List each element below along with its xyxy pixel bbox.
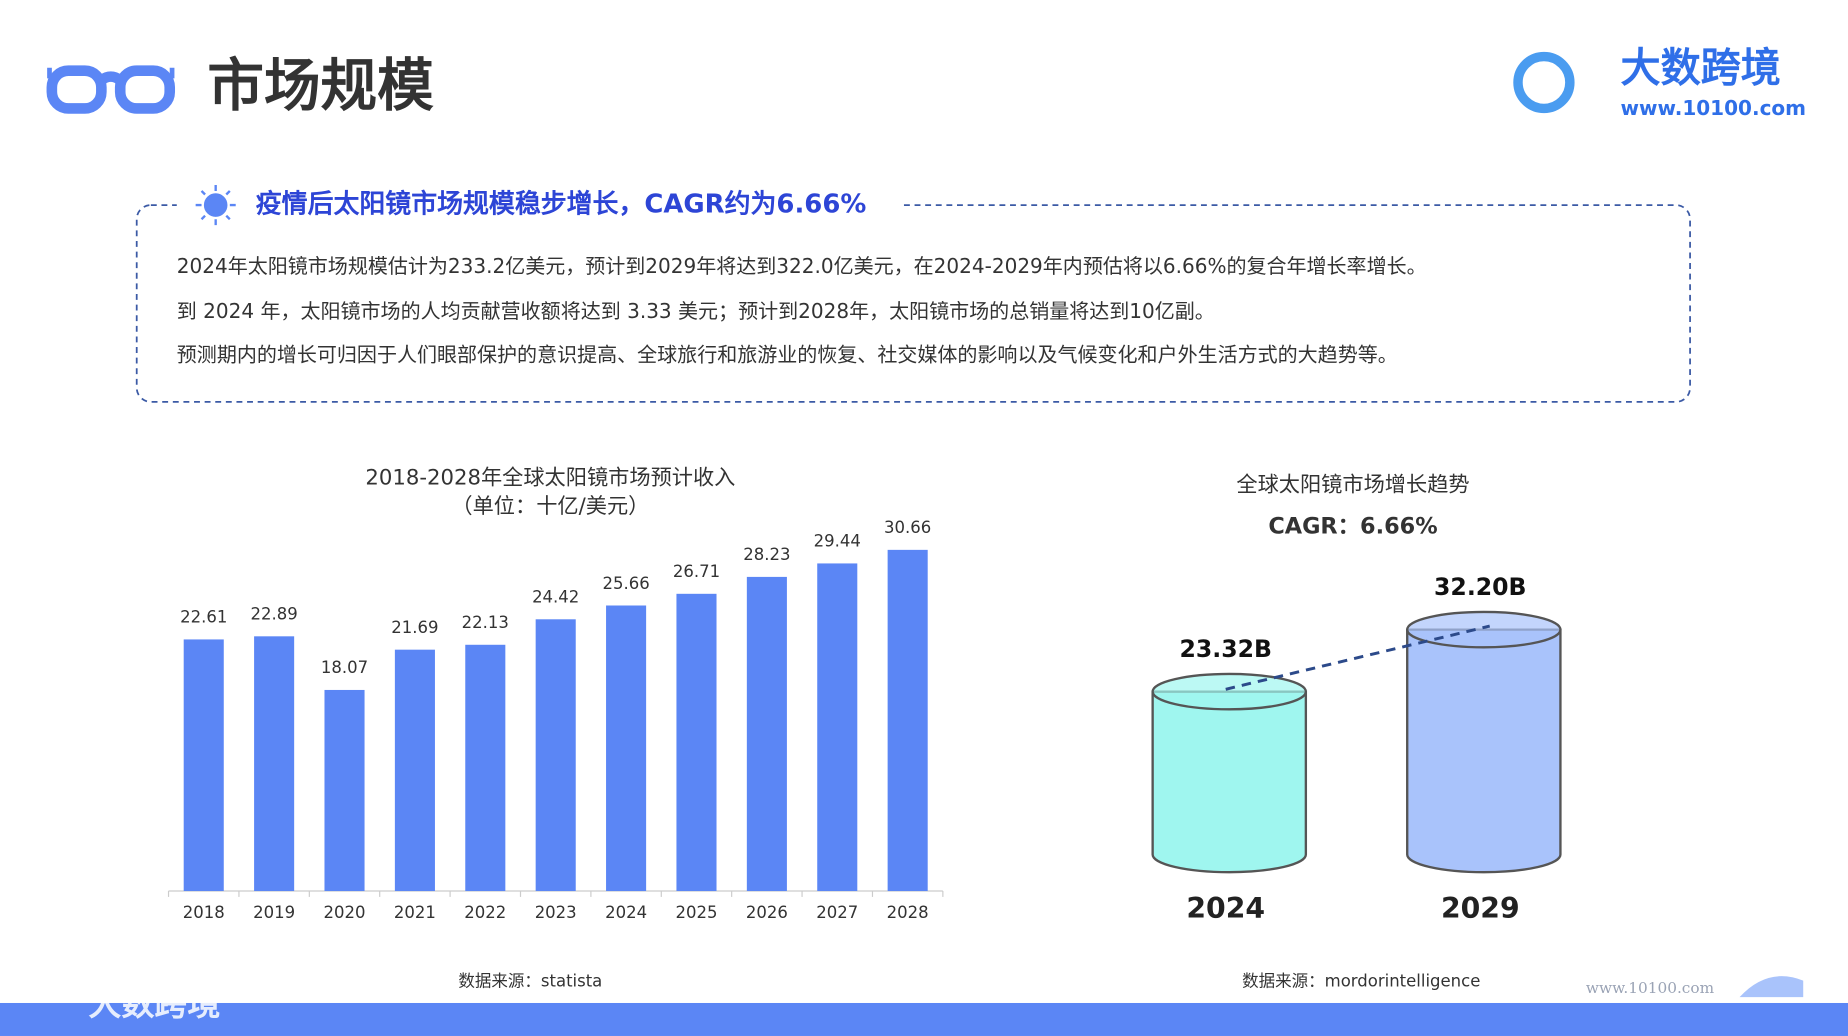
data-label: 25.66 [602, 574, 649, 593]
sun-icon [195, 185, 236, 226]
x-tick-label: 2023 [535, 903, 577, 922]
x-tick-label: 2027 [816, 903, 858, 922]
x-tick-label: 2018 [183, 903, 225, 922]
bar [676, 593, 717, 892]
footer-icon [1739, 976, 1804, 998]
trend-line [1225, 624, 1491, 691]
bar [535, 619, 576, 892]
summary-paragraph: 2024年太阳镜市场规模估计为233.2亿美元，预计到2029年将达到322.0… [177, 254, 1427, 278]
chart-title: 2018-2028年全球太阳镜市场预计收入 [365, 466, 735, 491]
cylinder-top [1406, 610, 1562, 649]
data-label: 30.66 [884, 518, 931, 537]
data-label: 18.07 [321, 658, 368, 677]
bar [746, 576, 787, 892]
data-label: 22.89 [250, 605, 297, 624]
data-label: 21.69 [391, 618, 438, 637]
bar [465, 644, 506, 892]
bar [606, 605, 647, 892]
x-tick-label: 2024 [605, 903, 647, 922]
logo-text: 大数跨境 [1621, 46, 1781, 92]
cylinder-body [1406, 628, 1562, 874]
bar [817, 563, 858, 892]
chart-subtitle: CAGR：6.66% [1268, 513, 1437, 539]
glasses-icon [46, 65, 176, 114]
bar [254, 636, 295, 892]
x-tick-label: 2028 [887, 903, 929, 922]
bar [183, 639, 224, 892]
x-tick-label: 2025 [675, 903, 717, 922]
x-tick-label: 2029 [1441, 892, 1520, 925]
bar [324, 689, 365, 892]
x-tick-label: 2022 [464, 903, 506, 922]
summary-paragraph: 预测期内的增长可归因于人们眼部保护的意识提高、全球旅行和旅游业的恢复、社交媒体的… [177, 342, 1398, 366]
x-tick-label: 2026 [746, 903, 788, 922]
x-tick-label: 2024 [1186, 892, 1265, 925]
data-label: 22.61 [180, 608, 227, 627]
footer-url: www.10100.com [1586, 979, 1715, 997]
chart-source: 数据来源：mordorintelligence [1242, 971, 1480, 990]
data-label: 23.32B [1179, 635, 1272, 663]
x-tick-label: 2020 [324, 903, 366, 922]
chart-source: 数据来源：statista [458, 971, 602, 990]
chart-subtitle: （单位：十亿/美元） [451, 494, 649, 519]
data-label: 28.23 [743, 545, 790, 564]
bar [394, 649, 435, 892]
bar [887, 549, 928, 892]
logo-url: www.10100.com [1621, 96, 1807, 120]
footer-logo: 大数跨境 [88, 984, 220, 1023]
cylinder-top [1151, 672, 1308, 711]
data-label: 32.20B [1434, 573, 1527, 601]
page-title: 市场规模 [207, 53, 434, 119]
summary-paragraph: 到 2024 年，太阳镜市场的人均贡献营收额将达到 3.33 美元；预计到202… [177, 299, 1215, 323]
data-label: 22.13 [462, 613, 509, 632]
data-label: 24.42 [532, 588, 579, 607]
summary-heading: 疫情后太阳镜市场规模稳步增长，CAGR约为6.66% [256, 189, 867, 220]
data-label: 26.71 [673, 562, 720, 581]
chart-title: 全球太阳镜市场增长趋势 [1236, 473, 1469, 498]
x-tick-label: 2021 [394, 903, 436, 922]
footer-band [0, 1002, 1848, 1036]
heading-gap [176, 188, 902, 224]
x-tick-label: 2019 [253, 903, 295, 922]
data-label: 29.44 [814, 532, 861, 551]
cylinder-body [1151, 690, 1308, 874]
logo-icon [1513, 51, 1575, 114]
